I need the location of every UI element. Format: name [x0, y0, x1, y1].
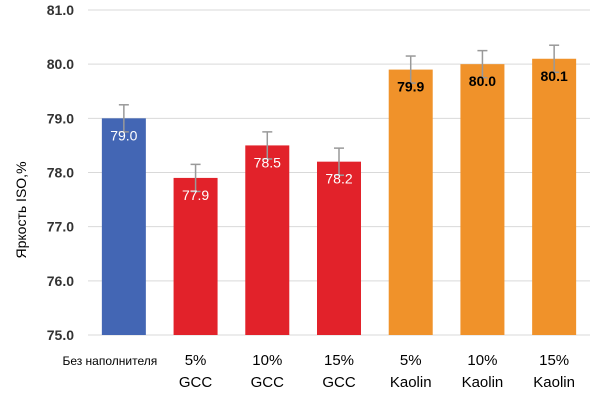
bar: [101, 118, 146, 335]
y-tick-label: 76.0: [47, 273, 74, 289]
x-category-label: 10%: [467, 352, 497, 369]
x-category-label: 5%: [185, 352, 207, 369]
bar: [245, 145, 290, 335]
error-bars: [118, 44, 560, 193]
data-label: 78.2: [325, 171, 352, 187]
x-axis-categories: Без наполнителя 5% GCC 10% GCC 15% GCC 5% Kaolin…: [62, 352, 575, 391]
x-category-label: GCC: [179, 374, 213, 391]
error-bar: [405, 55, 416, 84]
y-axis-ticks: 75.0 76.0 77.0 78.0 79.0 80.0 81.0: [47, 2, 74, 343]
bar: [460, 64, 505, 336]
data-labels: 79.0 77.9 78.5 78.2 79.9 80.0 80.1: [110, 68, 568, 203]
y-tick-label: 81.0: [47, 2, 74, 18]
bar: [173, 177, 218, 335]
error-bar: [549, 44, 560, 74]
error-bar: [190, 163, 201, 193]
data-label: 80.0: [469, 73, 496, 89]
x-category-label: Kaolin: [390, 374, 432, 391]
error-bar: [118, 104, 129, 133]
y-tick-label: 78.0: [47, 165, 74, 181]
data-label: 80.1: [541, 68, 568, 84]
bar: [388, 69, 433, 335]
y-tick-label: 80.0: [47, 56, 74, 72]
y-tick-label: 79.0: [47, 110, 74, 126]
y-tick-label: 77.0: [47, 219, 74, 235]
x-category-label: GCC: [251, 374, 285, 391]
y-axis-title: Яркость ISO,%: [13, 161, 29, 258]
data-label: 78.5: [254, 154, 281, 170]
data-label: 79.9: [397, 79, 424, 95]
bar: [532, 58, 577, 335]
x-category-label: 15%: [539, 352, 569, 369]
x-category-label: GCC: [322, 374, 356, 391]
data-label: 79.0: [110, 127, 137, 143]
bars: [101, 58, 577, 336]
data-label: 77.9: [182, 187, 209, 203]
error-bar: [334, 147, 344, 176]
x-category-label: 15%: [324, 352, 354, 369]
bar: [317, 161, 361, 335]
x-category-label: Kaolin: [462, 374, 504, 391]
x-category-label: Без наполнителя: [62, 354, 157, 368]
error-bar: [477, 49, 488, 79]
error-bar: [262, 131, 273, 160]
y-tick-label: 75.0: [47, 327, 74, 343]
x-category-label: Kaolin: [533, 374, 575, 391]
x-category-label: 5%: [400, 352, 422, 369]
x-category-label: 10%: [252, 352, 282, 369]
